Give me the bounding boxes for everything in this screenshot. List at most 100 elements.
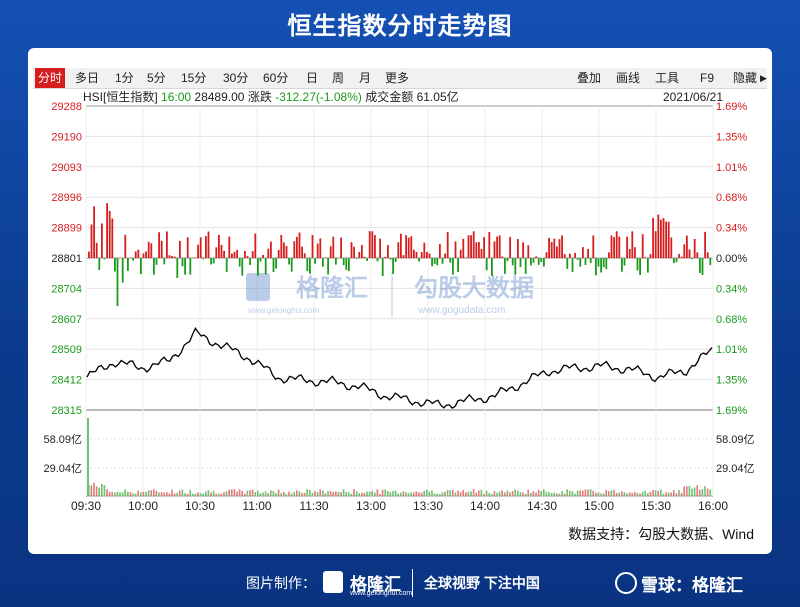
volume-bar	[548, 492, 550, 496]
up-bar	[660, 219, 662, 259]
tab-more[interactable]: 更多	[385, 71, 410, 85]
hide-button[interactable]: 隐藏	[733, 71, 758, 85]
volume-bar	[353, 489, 355, 496]
tab-fenshi[interactable]: 分时	[35, 68, 66, 88]
up-bar	[106, 203, 108, 259]
volume-bar	[270, 490, 272, 496]
volume-bar	[654, 490, 657, 496]
up-bar	[634, 247, 636, 259]
tab-60min[interactable]: 60分	[263, 71, 289, 85]
up-bar	[111, 218, 114, 259]
tab-5min[interactable]: 5分	[147, 71, 166, 85]
up-bar	[439, 243, 441, 259]
volume-bar	[597, 492, 600, 496]
overlay-button[interactable]: 叠加	[577, 71, 602, 85]
volume-bar	[579, 490, 581, 496]
volume-bar	[441, 492, 444, 496]
volume-bar	[418, 492, 420, 496]
up-bar	[301, 246, 303, 259]
tab-month[interactable]: 月	[359, 71, 372, 85]
down-bar	[639, 258, 641, 275]
volume-bar	[701, 489, 704, 496]
f9-button[interactable]: F9	[700, 71, 715, 85]
tab-30min[interactable]: 30分	[223, 71, 249, 85]
tools-button[interactable]: 工具	[655, 71, 680, 85]
down-bar	[116, 258, 119, 307]
draw-line-button[interactable]: 画线	[616, 71, 641, 85]
down-bar	[127, 258, 129, 271]
volume-bar	[309, 489, 311, 496]
volume-bar	[231, 489, 233, 496]
up-bar	[277, 249, 280, 259]
tab-15min[interactable]: 15分	[181, 71, 207, 85]
gelonghui-logo-icon	[246, 273, 270, 301]
volume-bar	[561, 491, 563, 496]
volume-bar	[259, 493, 262, 496]
up-bar	[350, 242, 353, 259]
down-bar	[485, 258, 488, 271]
time-axis-tick: 13:30	[413, 499, 443, 513]
up-bar	[670, 237, 673, 259]
up-bar	[137, 249, 140, 259]
left-axis-tick: 28412	[51, 375, 82, 387]
volume-bar	[433, 493, 436, 496]
volume-bar	[527, 489, 529, 496]
up-bar	[558, 239, 561, 259]
time-axis-tick: 11:00	[242, 499, 271, 513]
up-bar	[316, 243, 319, 259]
down-bar	[449, 258, 452, 263]
left-axis-tick: 29190	[51, 131, 82, 143]
up-bar	[680, 256, 683, 259]
time-axis-tick: 13:00	[356, 499, 386, 513]
up-bar	[667, 221, 670, 259]
tab-1min[interactable]: 1分	[115, 71, 134, 85]
tab-day[interactable]: 日	[306, 71, 319, 85]
volume-bar	[218, 493, 220, 496]
down-bar	[524, 258, 527, 274]
down-bar	[589, 258, 592, 263]
volume-bar	[238, 489, 241, 496]
volume-bar	[379, 493, 381, 496]
volume-bar	[589, 489, 592, 496]
volume-bar	[446, 490, 449, 496]
left-axis-tick: 28607	[51, 314, 82, 326]
up-bar	[379, 238, 381, 259]
up-bar	[662, 218, 665, 259]
up-bar	[582, 247, 584, 259]
xueqiu-logo-icon	[615, 572, 637, 594]
up-bar	[251, 251, 254, 259]
down-bar	[431, 258, 433, 267]
volume-bar	[324, 493, 327, 496]
volume-bar	[166, 492, 168, 496]
chart-grid	[85, 105, 714, 497]
up-bar	[218, 234, 220, 259]
up-bar	[228, 236, 231, 259]
chevron-right-icon[interactable]: ▶	[760, 73, 767, 83]
down-bar	[355, 258, 358, 259]
volume-bar	[587, 489, 589, 496]
chart-card	[28, 48, 772, 554]
up-bar	[467, 235, 470, 259]
up-bar	[166, 231, 168, 259]
right-axis-tick: 0.68%	[716, 192, 747, 204]
volume-bar	[111, 491, 113, 496]
volume-bar	[254, 492, 256, 496]
volume-bar	[225, 491, 228, 496]
volume-bar	[171, 489, 173, 496]
volume-bar	[184, 493, 186, 496]
footer-xueqiu: 雪球：格隆汇	[641, 576, 743, 595]
up-bar	[267, 248, 270, 259]
up-bar	[285, 246, 288, 259]
down-bar	[327, 258, 329, 275]
down-bar	[394, 258, 397, 262]
up-bar	[563, 254, 566, 259]
volume-bar	[462, 490, 464, 496]
tab-week[interactable]: 周	[332, 71, 345, 85]
volume-bar	[678, 490, 680, 496]
left-axis-labels: 29288 29190 29093 28996 28899 28801 28704 28607…	[51, 101, 82, 417]
tab-multiday[interactable]: 多日	[75, 71, 100, 85]
made-by-label: 图片制作：	[246, 575, 316, 591]
time-axis-tick: 14:00	[470, 499, 500, 513]
volume-bar	[223, 492, 225, 496]
volume-bar	[142, 491, 145, 496]
